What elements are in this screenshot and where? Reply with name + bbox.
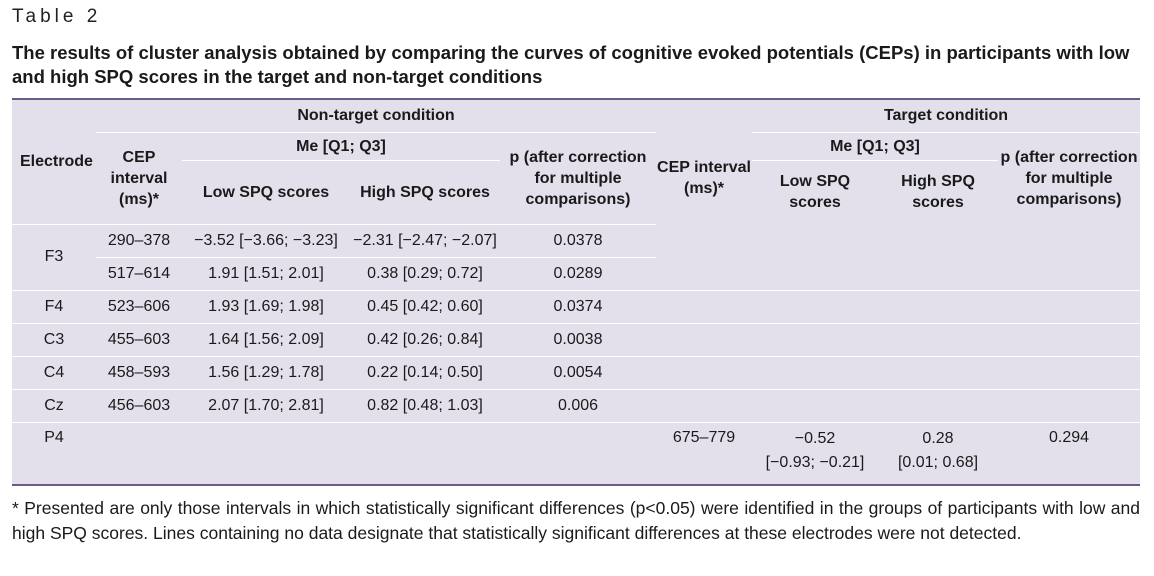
table-row: P4 675–779 −0.52 [−0.93; −0.21] 0.28 [0.… [12,421,1141,479]
target-condition-header: Target condition [752,100,1141,133]
nt-low-cell: 1.56 [1.29; 1.78] [182,355,350,389]
nt-me-q-header: Me [Q1; Q3] [182,132,500,161]
footnote: * Presented are only those intervals in … [12,498,1140,543]
electrode-cell: C3 [12,322,96,356]
nt-cep-interval-header: CEP interval (ms)* [110,148,168,208]
t-high-me: 0.28 [922,429,954,447]
electrode-header: Electrode [20,153,93,171]
electrode-cell: Cz [12,388,96,422]
nt-low-cell: −3.52 [−3.66; −3.23] [182,223,350,257]
t-interval-cell: 675–779 [656,421,752,479]
table-row: Cz 456–603 2.07 [1.70; 2.81] 0.82 [0.48;… [12,388,1141,422]
results-table: Electrode Non-target condition Target co… [12,100,1141,479]
nt-high-cell: −2.31 [−2.47; −2.07] [350,223,500,257]
table-row: 517–614 1.91 [1.51; 2.01] 0.38 [0.29; 0.… [12,256,1140,290]
nt-interval-cell: 517–614 [96,256,182,290]
table-row: F3 290–378 −3.52 [−3.66; −3.23] −2.31 [−… [12,223,1140,290]
nt-interval-cell: 456–603 [96,388,182,422]
t-me-q-header: Me [Q1; Q3] [752,132,998,161]
nt-low-cell: 2.07 [1.70; 2.81] [182,388,350,422]
nt-high-cell: 0.45 [0.42; 0.60] [350,289,500,323]
nt-p-cell: 0.006 [500,388,656,422]
nt-p-cell: 0.0378 [500,223,656,257]
nt-high-cell: 0.22 [0.14; 0.50] [350,355,500,389]
nt-interval-cell: 523–606 [96,289,182,323]
electrode-cell: P4 [12,421,96,479]
t-low-q: [−0.93; −0.21] [765,453,865,471]
table-row: F4 523–606 1.93 [1.69; 1.98] 0.45 [0.42;… [12,289,1141,323]
nt-p-cell: 0.0054 [500,355,656,389]
non-target-condition-header: Non-target condition [96,100,656,133]
t-p-cell: 0.294 [998,421,1141,479]
table-caption: The results of cluster analysis obtained… [12,42,1130,87]
results-table-container: Electrode Non-target condition Target co… [12,98,1141,486]
nt-low-spq-header: Low SPQ scores [202,183,330,201]
nt-high-cell: 0.82 [0.48; 1.03] [350,388,500,422]
electrode-cell: C4 [12,355,96,389]
nt-high-spq-header: High SPQ scores [360,183,490,201]
t-high-spq-header: High SPQ scores [901,173,975,212]
nt-high-cell: 0.42 [0.26; 0.84] [350,322,500,356]
t-low-cell: −0.52 [−0.93; −0.21] [752,421,878,479]
nt-high-cell: 0.38 [0.29; 0.72] [350,256,500,290]
t-low-spq-header: Low SPQ scores [779,173,851,212]
table-row: C4 458–593 1.56 [1.29; 1.78] 0.22 [0.14;… [12,355,1141,389]
electrode-cell: F4 [12,289,96,323]
table-row: C3 455–603 1.64 [1.56; 2.09] 0.42 [0.26;… [12,322,1141,356]
nt-interval-cell: 290–378 [96,223,182,257]
nt-p-header: p (after correction for multiple compari… [509,148,647,208]
nt-p-cell: 0.0374 [500,289,656,323]
nt-low-cell: 1.93 [1.69; 1.98] [182,289,350,323]
nt-interval-cell: 455–603 [96,322,182,356]
nt-p-cell: 0.0289 [500,256,656,290]
t-p-header: p (after correction for multiple compari… [1000,148,1138,208]
t-cep-interval-header: CEP interval (ms)* [657,159,751,197]
electrode-cell: F3 [12,223,96,290]
table-label: Table 2 [12,6,102,27]
t-high-cell: 0.28 [0.01; 0.68] [878,421,998,479]
nt-low-cell: 1.64 [1.56; 2.09] [182,322,350,356]
nt-p-cell: 0.0038 [500,322,656,356]
t-high-q: [0.01; 0.68] [897,453,979,471]
nt-interval-cell: 458–593 [96,355,182,389]
t-low-me: −0.52 [794,429,836,447]
nt-low-cell: 1.91 [1.51; 2.01] [182,256,350,290]
